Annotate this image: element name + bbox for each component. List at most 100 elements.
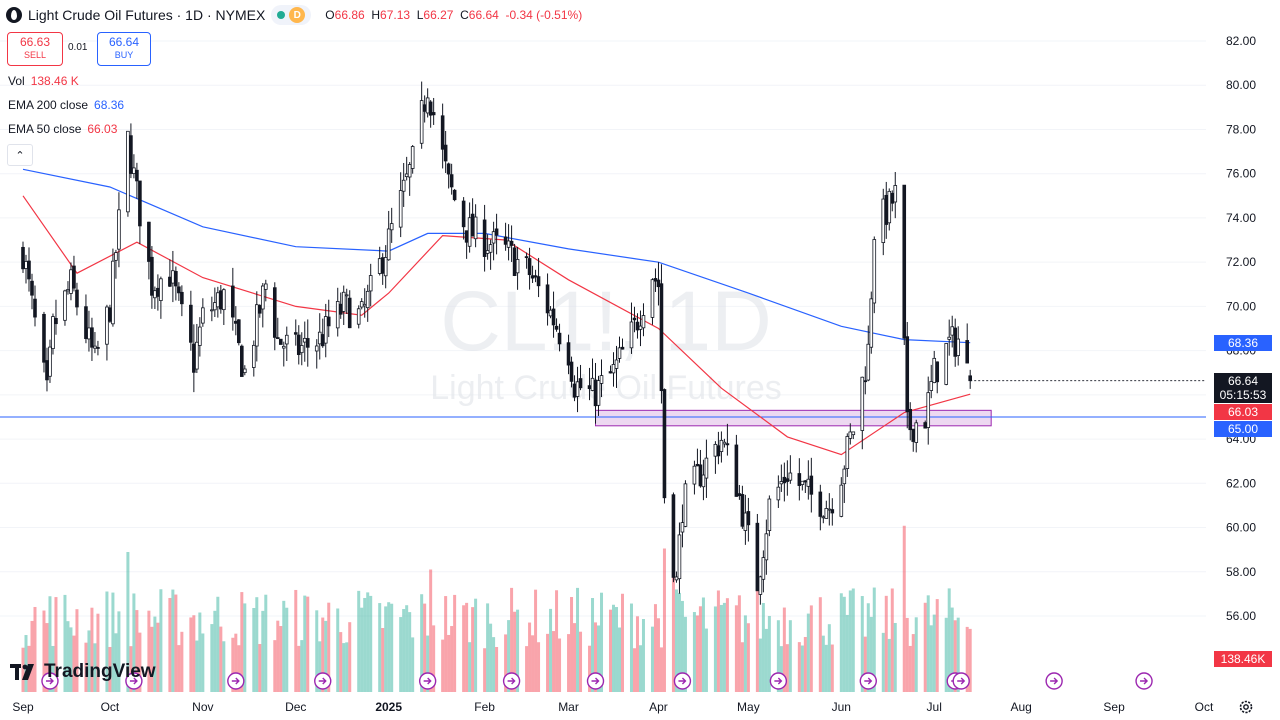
volume-bar bbox=[486, 603, 490, 692]
y-tick-label: 76.00 bbox=[1226, 167, 1256, 181]
gear-icon[interactable] bbox=[1238, 699, 1254, 715]
candle-body bbox=[923, 422, 928, 429]
candle-body bbox=[219, 290, 223, 310]
candle-body bbox=[902, 184, 907, 339]
candle-body bbox=[587, 385, 592, 390]
candle-body bbox=[641, 315, 646, 329]
buy-button[interactable]: 66.64 BUY bbox=[97, 32, 151, 66]
candle-body bbox=[30, 280, 34, 296]
symbol-header[interactable]: Light Crude Oil Futures · 1D · NYMEX D O… bbox=[6, 4, 582, 26]
volume-bar bbox=[234, 633, 238, 692]
volume-bar bbox=[824, 644, 828, 692]
candle-body bbox=[890, 192, 895, 204]
candle-body bbox=[491, 231, 496, 244]
x-tick-label: Nov bbox=[192, 700, 213, 714]
volume-bar bbox=[426, 635, 430, 692]
candle-body bbox=[335, 301, 340, 329]
candle-body bbox=[347, 297, 352, 329]
candle-body bbox=[704, 457, 709, 479]
volume-bar bbox=[150, 626, 154, 692]
low-value: 66.27 bbox=[423, 8, 454, 22]
high-key: H bbox=[371, 8, 381, 22]
volume-bar bbox=[237, 645, 241, 692]
candle-body bbox=[908, 408, 913, 431]
buy-label: BUY bbox=[114, 50, 134, 60]
candle-body bbox=[530, 275, 535, 279]
volume-bar bbox=[360, 607, 364, 692]
candle-body bbox=[884, 194, 889, 225]
candle-body bbox=[320, 334, 325, 347]
volume-legend[interactable]: Vol 138.46 K bbox=[8, 74, 79, 88]
candle-body bbox=[617, 347, 622, 359]
candle-body bbox=[108, 307, 112, 322]
volume-bar bbox=[641, 619, 645, 692]
candle-body bbox=[126, 130, 130, 213]
candle-body bbox=[620, 346, 625, 350]
volume-bar bbox=[914, 617, 918, 692]
x-tick-label: Oct bbox=[1195, 700, 1214, 714]
volume-bar bbox=[303, 595, 307, 692]
candle-body bbox=[914, 422, 919, 443]
volume-bar bbox=[555, 590, 559, 692]
candle-body bbox=[842, 468, 847, 485]
candle-body bbox=[69, 269, 73, 294]
volume-bar bbox=[573, 623, 577, 692]
candle-body bbox=[608, 371, 613, 374]
candle-body bbox=[216, 292, 220, 308]
volume-bar bbox=[126, 552, 130, 692]
candle-body bbox=[461, 200, 466, 228]
volume-value: 138.46 K bbox=[30, 74, 79, 88]
volume-bar bbox=[75, 609, 79, 692]
tradingview-logo[interactable]: TradingView bbox=[10, 661, 156, 683]
candle-body bbox=[953, 327, 958, 357]
candle-body bbox=[431, 112, 436, 116]
candle-body bbox=[180, 291, 184, 305]
candle-body bbox=[764, 533, 769, 561]
event-icon bbox=[673, 672, 692, 690]
volume-bar bbox=[174, 594, 178, 692]
volume-bar bbox=[746, 623, 750, 692]
candle-body bbox=[851, 431, 856, 436]
sell-label: SELL bbox=[23, 50, 47, 60]
volume-bar bbox=[111, 592, 115, 692]
candle-body bbox=[407, 164, 412, 178]
volume-bar bbox=[755, 590, 759, 692]
arrow-right-glyph bbox=[864, 677, 873, 685]
ema200-legend[interactable]: EMA 200 close 68.36 bbox=[8, 98, 124, 112]
volume-bar bbox=[674, 589, 678, 692]
arrow-right-glyph bbox=[507, 677, 516, 685]
candle-body bbox=[93, 345, 97, 349]
volume-bar bbox=[423, 603, 427, 692]
candle-body bbox=[467, 217, 472, 247]
volume-bar bbox=[662, 548, 666, 692]
candle-body bbox=[482, 219, 487, 257]
candle-body bbox=[881, 198, 886, 243]
last-price-tag: 66.64 05:15:53 bbox=[1214, 373, 1272, 403]
collapse-legend-button[interactable]: ⌃ bbox=[7, 144, 33, 166]
candle-body bbox=[114, 252, 118, 261]
volume-bar bbox=[132, 593, 136, 692]
volume-bar bbox=[507, 620, 511, 692]
volume-bar bbox=[189, 617, 193, 692]
volume-bar bbox=[357, 590, 361, 692]
candle-body bbox=[956, 338, 961, 356]
candle-body bbox=[719, 439, 724, 452]
candle-body bbox=[21, 246, 25, 270]
volume-bar bbox=[698, 606, 702, 692]
candle-body bbox=[90, 327, 94, 348]
volume-bar bbox=[66, 621, 70, 692]
market-status-pill[interactable]: D bbox=[271, 5, 312, 25]
ema50-legend[interactable]: EMA 50 close 66.03 bbox=[8, 122, 117, 136]
ema200-label: EMA 200 close bbox=[8, 98, 89, 112]
volume-bar bbox=[195, 640, 199, 692]
volume-bar bbox=[588, 645, 592, 692]
candle-body bbox=[494, 228, 499, 236]
sell-button[interactable]: 66.63 SELL bbox=[7, 32, 63, 66]
candle-body bbox=[926, 392, 931, 428]
candle-body bbox=[827, 508, 832, 511]
candle-body bbox=[692, 465, 697, 485]
candle-body bbox=[428, 101, 433, 116]
volume-bar bbox=[516, 609, 520, 692]
candle-body bbox=[653, 278, 658, 282]
